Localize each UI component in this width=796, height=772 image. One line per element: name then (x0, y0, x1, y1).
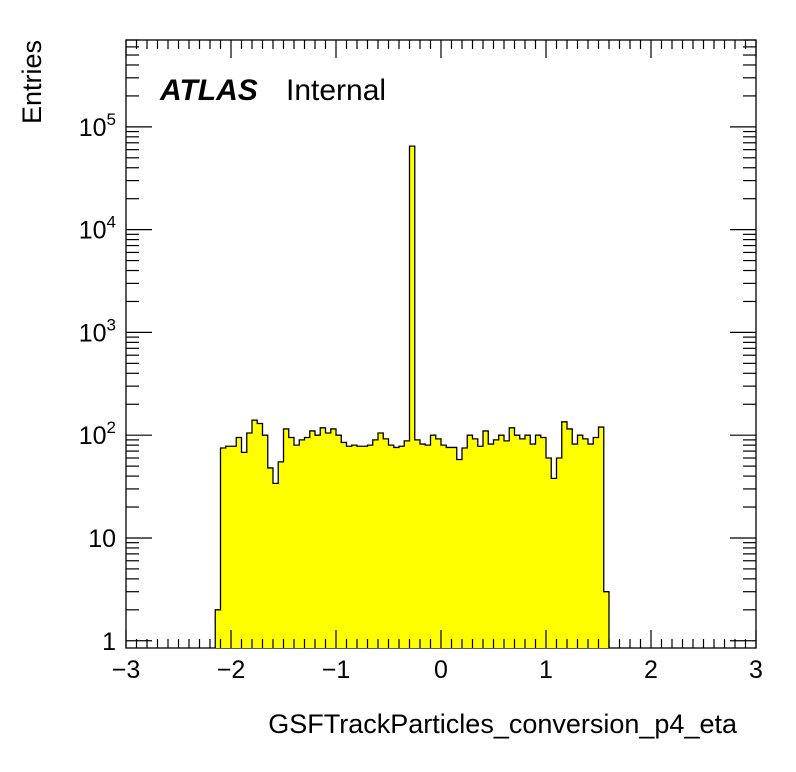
y-tick-label: 105 (79, 110, 116, 142)
histogram-bin (257, 423, 263, 648)
x-tick-label: −1 (322, 656, 351, 684)
histogram-outline (214, 145, 610, 648)
histogram-bin (556, 457, 563, 648)
histogram-bin (546, 457, 552, 648)
x-tick-label: 2 (644, 656, 658, 684)
x-axis-tick-labels: −3 −2 −1 0 1 2 3 (112, 656, 763, 684)
histogram-bin (404, 440, 410, 648)
histogram-bin (603, 591, 610, 648)
histogram-bin (336, 435, 342, 648)
histogram-bin (304, 437, 311, 648)
histogram-bin (504, 440, 510, 648)
histogram-bin (252, 420, 258, 648)
histogram-bars (215, 146, 610, 648)
histogram-bin (267, 467, 274, 648)
y-tick-label: 10 (88, 525, 116, 553)
histogram-bin (467, 435, 473, 648)
histogram-bin (278, 461, 284, 648)
histogram-bin (420, 444, 426, 648)
histogram-bin (330, 428, 337, 648)
histogram-bin (441, 445, 447, 648)
histogram-bin (246, 433, 253, 648)
histogram-bin (509, 427, 515, 648)
histogram-bin (572, 444, 578, 648)
histogram-bin (225, 446, 232, 648)
histogram-bin (262, 435, 269, 648)
histogram-bin (325, 433, 332, 648)
histogram-bin (477, 446, 484, 648)
histogram-bin (283, 428, 290, 648)
histogram-bin (456, 459, 463, 648)
histogram-bin (435, 438, 442, 648)
histogram-bin (383, 438, 389, 648)
histogram-bin (561, 421, 568, 648)
histogram-bin (215, 609, 221, 648)
histogram-bin (231, 446, 237, 648)
histogram-bin (346, 446, 353, 648)
histogram-bin (451, 447, 458, 648)
histogram-bin (425, 445, 431, 648)
histogram-bin (299, 439, 305, 648)
histogram-bin (525, 435, 531, 648)
histogram-bin (582, 438, 589, 648)
y-tick-label: 102 (79, 418, 116, 450)
x-tick-label: −3 (112, 656, 141, 684)
histogram-bin (593, 437, 599, 648)
histogram-bin (551, 478, 557, 648)
histogram-bin (493, 439, 500, 648)
histogram-bin (530, 444, 536, 648)
histogram-bin (472, 438, 479, 648)
histogram-bin (357, 446, 363, 648)
histogram-bin (320, 427, 326, 648)
histogram-bin (378, 433, 384, 648)
histogram-bin (351, 445, 358, 648)
histogram-bin (388, 445, 395, 648)
x-tick-label: 1 (539, 656, 553, 684)
histogram-bin (393, 447, 400, 648)
x-axis-title: GSFTrackParticles_conversion_p4_eta (268, 709, 738, 739)
histogram-bin (430, 435, 437, 648)
histogram-bin (372, 439, 379, 648)
atlas-status-label: Internal (286, 74, 386, 107)
histogram-bin (567, 428, 573, 648)
histogram-bin (341, 442, 347, 648)
histogram-bin (399, 446, 405, 648)
histogram-bin (309, 430, 316, 648)
histogram-bin (540, 437, 547, 648)
histogram-bin (488, 444, 494, 648)
histogram-bin (446, 447, 452, 648)
histogram-bin (236, 437, 242, 648)
histogram-bin (220, 448, 227, 648)
histogram-bin (241, 452, 248, 648)
y-tick-label: 104 (79, 213, 116, 245)
histogram-bin (498, 435, 505, 648)
x-tick-label: 3 (749, 656, 763, 684)
histogram-bin (577, 435, 584, 648)
histogram-bin (535, 435, 542, 648)
histogram-bin (362, 446, 368, 648)
x-tick-label: 0 (434, 656, 448, 684)
y-axis-tick-labels: 1 10 102 103 104 105 (79, 110, 116, 656)
histogram-bin (514, 435, 521, 648)
histogram-bin (409, 146, 416, 648)
histogram-bin (588, 444, 594, 648)
histogram-bin (273, 483, 279, 648)
x-axis-ticks (125, 40, 757, 648)
x-tick-label: −2 (217, 656, 246, 684)
y-axis-title: Entries (17, 40, 47, 124)
histogram-bin (483, 430, 489, 648)
y-tick-label: 1 (102, 628, 116, 656)
y-axis-ticks (126, 39, 756, 642)
histogram-bin (598, 427, 605, 648)
histogram-bin (367, 445, 374, 648)
histogram-bin (294, 445, 300, 648)
histogram-bin (414, 439, 421, 648)
atlas-label: ATLAS (159, 74, 258, 107)
histogram-bin (315, 435, 321, 648)
y-tick-label: 103 (79, 315, 116, 347)
histogram-bin (519, 438, 526, 648)
histogram-bin (462, 448, 468, 648)
histogram-bin (288, 437, 295, 648)
